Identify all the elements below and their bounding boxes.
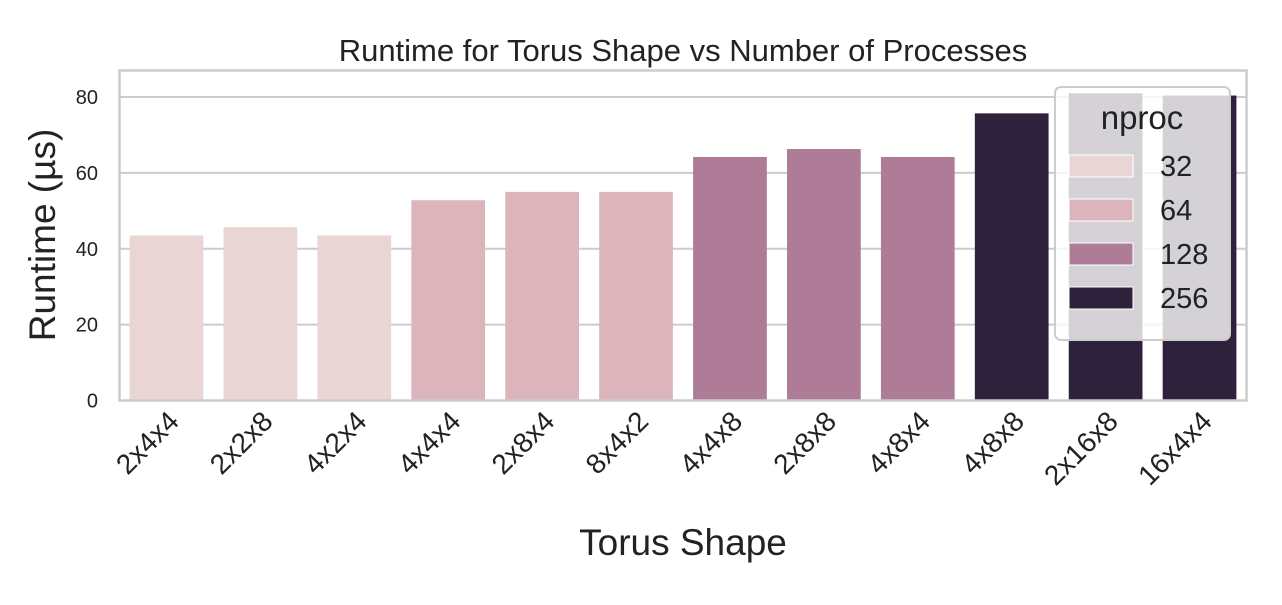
x-tick-label: 2x8x8 [767, 405, 842, 480]
bar-4x8x4 [880, 156, 955, 401]
x-axis-label: Torus Shape [579, 522, 787, 563]
x-tick-label: 8x4x2 [580, 405, 655, 480]
y-tick-label: 60 [76, 163, 98, 185]
x-tick-label: 2x16x8 [1038, 405, 1124, 491]
legend-label-128: 128 [1160, 239, 1208, 271]
bar-4x8x8 [974, 113, 1049, 401]
x-tick-label: 4x8x4 [861, 405, 936, 480]
bar-4x2x4 [317, 235, 392, 401]
y-tick-label: 20 [76, 315, 98, 337]
y-tick-label: 0 [87, 391, 98, 413]
y-axis-label: Runtime (µs) [22, 129, 63, 342]
bar-2x4x4 [129, 235, 204, 401]
x-tick-label: 16x4x4 [1132, 405, 1218, 491]
y-tick-labels: 0 20 40 60 80 [76, 87, 98, 412]
x-tick-label: 2x2x8 [204, 405, 279, 480]
bars [129, 93, 1237, 401]
x-tick-label: 4x2x4 [298, 405, 373, 480]
legend: nproc 32 64 128 256 [1054, 86, 1231, 341]
y-tick-label: 80 [76, 87, 98, 109]
bar-2x8x8 [787, 149, 861, 401]
legend-label-256: 256 [1160, 283, 1208, 315]
x-tick-label: 4x4x8 [673, 405, 748, 480]
legend-swatch-64 [1068, 198, 1134, 222]
legend-label-64: 64 [1160, 195, 1192, 227]
x-tick-label: 2x8x4 [486, 405, 561, 480]
legend-box [1054, 86, 1231, 341]
x-tick-label: 4x4x4 [392, 405, 467, 480]
legend-swatch-256 [1068, 286, 1134, 310]
chart-title: Runtime for Torus Shape vs Number of Pro… [339, 33, 1028, 68]
legend-swatch-32 [1068, 154, 1134, 178]
bar-4x4x8 [693, 156, 767, 401]
legend-title: nproc [1101, 99, 1184, 136]
bar-2x2x8 [223, 227, 298, 401]
x-tick-label: 2x4x4 [110, 405, 185, 480]
plot-frame [118, 69, 1248, 402]
bar-2x8x4 [505, 191, 579, 401]
x-tick-label: 4x8x8 [955, 405, 1030, 480]
bar-4x4x4 [411, 200, 486, 401]
legend-label-32: 32 [1160, 151, 1192, 183]
x-tick-labels: 2x4x4 2x2x8 4x2x4 4x4x4 2x8x4 8x4x2 4x4x8 2x8x8… [110, 405, 1218, 491]
legend-items: 32 64 128 256 [1068, 151, 1208, 315]
legend-swatch-128 [1068, 242, 1134, 266]
bar-8x4x2 [599, 191, 673, 401]
y-tick-label: 40 [76, 239, 98, 261]
